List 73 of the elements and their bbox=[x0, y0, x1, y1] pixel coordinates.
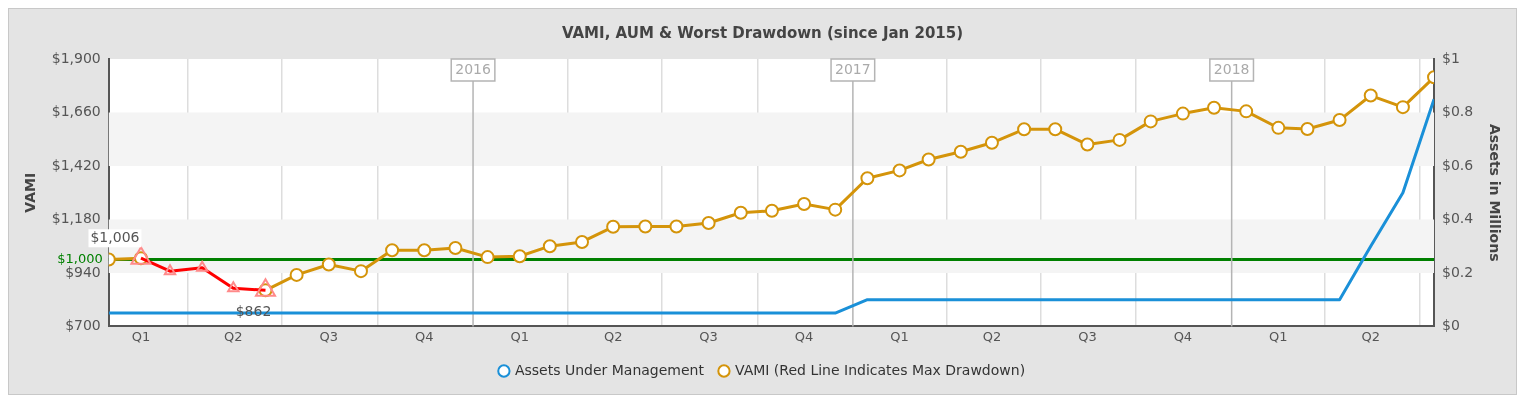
x-tick-label: Q2 bbox=[603, 328, 623, 344]
point bbox=[321, 257, 336, 272]
point bbox=[1080, 137, 1095, 152]
annotation: $862 bbox=[235, 302, 272, 319]
point bbox=[512, 249, 527, 264]
point bbox=[1332, 113, 1347, 128]
point bbox=[1239, 104, 1254, 119]
point bbox=[385, 243, 400, 258]
point bbox=[1112, 132, 1127, 147]
ref-line-label: 2016 bbox=[455, 60, 491, 77]
x-tick-label: Q3 bbox=[699, 328, 718, 344]
x-tick-label: Q2 bbox=[982, 328, 1002, 344]
y2-tick-label: $0 bbox=[1442, 317, 1460, 334]
y-tick-label: $700 bbox=[65, 317, 101, 334]
point bbox=[1048, 122, 1063, 137]
legend-label: Assets Under Management bbox=[514, 361, 705, 378]
x-tick-label: Q4 bbox=[1173, 328, 1193, 344]
point bbox=[764, 203, 779, 218]
point bbox=[1300, 121, 1315, 136]
legend-label: VAMI (Red Line Indicates Max Drawdown) bbox=[734, 361, 1026, 378]
y-tick-label: $940 bbox=[65, 263, 101, 280]
point bbox=[797, 197, 812, 212]
y-tick-label: $1,900 bbox=[51, 49, 101, 66]
point bbox=[828, 202, 843, 217]
point bbox=[542, 239, 557, 254]
point bbox=[1017, 122, 1032, 137]
point bbox=[448, 240, 463, 255]
point bbox=[921, 152, 936, 167]
y2-tick-label: $0.8 bbox=[1442, 103, 1474, 120]
x-tick-label: Q1 bbox=[131, 328, 151, 344]
chart-title: VAMI, AUM & Worst Drawdown (since Jan 2015) bbox=[561, 23, 964, 42]
ref-line-label: $1,000 bbox=[57, 250, 103, 266]
x-tick-label: Q4 bbox=[415, 328, 434, 344]
point bbox=[575, 234, 590, 249]
x-tick-label: Q1 bbox=[1269, 328, 1288, 344]
point bbox=[1271, 120, 1286, 135]
point bbox=[669, 219, 684, 234]
y2-tick-label: $0.2 bbox=[1442, 263, 1474, 280]
point bbox=[1395, 100, 1410, 115]
point bbox=[1363, 88, 1378, 103]
ref-line-label: 2018 bbox=[1213, 60, 1250, 77]
point bbox=[953, 144, 968, 159]
annotation: $1,006 bbox=[90, 228, 140, 245]
point bbox=[1143, 114, 1158, 129]
point bbox=[417, 243, 432, 258]
y-tick-label: $1,660 bbox=[51, 103, 101, 120]
y-tick-label: $1,180 bbox=[51, 210, 101, 227]
x-tick-label: Q3 bbox=[319, 328, 339, 344]
point bbox=[701, 216, 716, 231]
x-tick-label: Q1 bbox=[510, 328, 529, 344]
y2-axis-title: Assets in Millions bbox=[1486, 123, 1503, 262]
x-tick-label: Q1 bbox=[890, 328, 909, 344]
x-tick-label: Q4 bbox=[794, 328, 814, 344]
y2-tick-label: $0.4 bbox=[1442, 210, 1474, 227]
point bbox=[480, 250, 495, 265]
point bbox=[733, 205, 748, 220]
point bbox=[1207, 100, 1222, 115]
y2-tick-label: $1 bbox=[1442, 49, 1460, 66]
y-tick-label: $1,420 bbox=[51, 156, 101, 173]
point bbox=[638, 219, 653, 234]
point bbox=[289, 267, 304, 282]
x-tick-label: Q2 bbox=[1361, 328, 1380, 344]
y-axis-title: VAMI bbox=[22, 172, 39, 213]
y2-tick-label: $0.6 bbox=[1442, 156, 1474, 173]
ref-line-label: 2017 bbox=[835, 60, 871, 77]
point bbox=[860, 171, 875, 186]
point bbox=[892, 163, 907, 178]
point bbox=[984, 135, 999, 150]
point bbox=[606, 219, 621, 234]
point bbox=[353, 264, 368, 279]
point bbox=[1175, 106, 1190, 121]
x-tick-label: Q2 bbox=[224, 328, 243, 344]
x-tick-label: Q3 bbox=[1078, 328, 1097, 344]
